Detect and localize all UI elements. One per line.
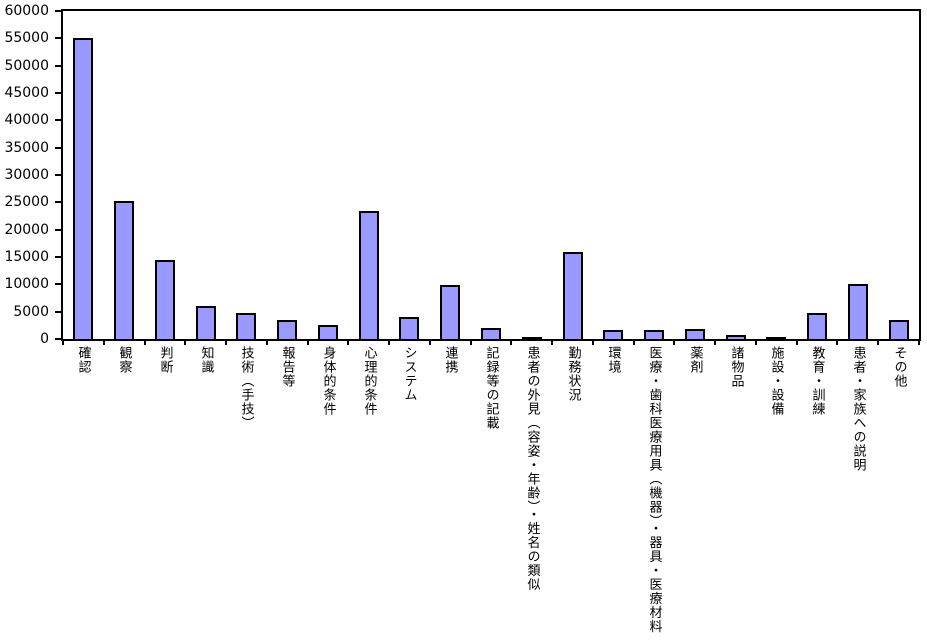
bar — [563, 252, 583, 339]
bar — [236, 313, 256, 339]
x-tick-mark — [225, 341, 227, 345]
x-category-label: 連携 — [442, 346, 458, 374]
y-tick-mark — [55, 37, 61, 39]
bar — [807, 313, 827, 339]
bar — [644, 330, 664, 339]
x-category-label: 環境 — [605, 346, 621, 374]
x-category-label: その他 — [891, 346, 907, 388]
x-tick-mark — [510, 341, 512, 345]
bar — [359, 211, 379, 339]
y-tick-label: 55000 — [4, 30, 49, 46]
bar — [685, 329, 705, 339]
y-tick-label: 0 — [40, 331, 49, 347]
x-tick-mark — [103, 341, 105, 345]
x-category-label: 報告等 — [279, 346, 295, 388]
x-tick-mark — [836, 341, 838, 345]
y-tick-mark — [55, 174, 61, 176]
x-category-label: 心理的条件 — [361, 346, 377, 416]
x-category-label: 勤務状況 — [565, 346, 581, 402]
bar — [848, 284, 868, 339]
y-tick-mark — [55, 65, 61, 67]
x-tick-mark — [755, 341, 757, 345]
bar — [522, 337, 542, 339]
x-category-label: システム — [401, 346, 417, 402]
y-tick-label: 10000 — [4, 276, 49, 292]
x-tick-mark — [714, 341, 716, 345]
x-category-label: 記録等の記載 — [483, 346, 499, 430]
bar — [196, 306, 216, 339]
y-tick-label: 5000 — [13, 304, 49, 320]
x-category-label: 教育・訓練 — [809, 346, 825, 416]
x-tick-mark — [592, 341, 594, 345]
plot-area — [61, 9, 921, 341]
x-category-label: 確認 — [75, 346, 91, 374]
y-tick-mark — [55, 283, 61, 285]
bar — [889, 320, 909, 339]
bar — [726, 335, 746, 339]
x-category-label: 患者の外見（容姿・年齢）・姓名の類似 — [524, 346, 540, 592]
x-tick-mark — [796, 341, 798, 345]
y-tick-mark — [55, 338, 61, 340]
x-category-label: 薬剤 — [687, 346, 703, 374]
y-tick-label: 15000 — [4, 249, 49, 265]
y-tick-label: 20000 — [4, 222, 49, 238]
bar — [114, 201, 134, 339]
bar — [277, 320, 297, 339]
y-tick-mark — [55, 92, 61, 94]
x-tick-mark — [184, 341, 186, 345]
x-tick-mark — [877, 341, 879, 345]
bar — [766, 337, 786, 339]
bar — [318, 325, 338, 339]
x-tick-mark — [388, 341, 390, 345]
x-category-label: 患者・家族への説明 — [850, 346, 866, 472]
y-tick-label: 40000 — [4, 112, 49, 128]
y-tick-label: 35000 — [4, 140, 49, 156]
x-tick-mark — [470, 341, 472, 345]
x-category-label: 医療・歯科医療用具（機器）・器具・医療材料 — [646, 346, 662, 634]
y-tick-mark — [55, 119, 61, 121]
y-tick-mark — [55, 201, 61, 203]
x-category-label: 諸物品 — [728, 346, 744, 388]
x-category-label: 身体的条件 — [320, 346, 336, 416]
bar — [73, 38, 93, 339]
bar — [399, 317, 419, 339]
bar — [155, 260, 175, 339]
y-tick-mark — [55, 311, 61, 313]
y-tick-mark — [55, 10, 61, 12]
x-category-label: 施設・設備 — [768, 346, 784, 416]
y-tick-label: 60000 — [4, 3, 49, 19]
x-tick-mark — [62, 341, 64, 345]
bar — [481, 328, 501, 339]
x-category-label: 知識 — [198, 346, 214, 374]
y-tick-label: 45000 — [4, 85, 49, 101]
y-tick-mark — [55, 229, 61, 231]
y-tick-mark — [55, 256, 61, 258]
x-tick-mark — [551, 341, 553, 345]
x-tick-mark — [307, 341, 309, 345]
x-tick-mark — [429, 341, 431, 345]
x-category-label: 技術（手技） — [238, 346, 254, 430]
x-tick-mark — [347, 341, 349, 345]
x-tick-mark — [144, 341, 146, 345]
x-tick-mark — [673, 341, 675, 345]
x-tick-mark — [266, 341, 268, 345]
y-tick-label: 25000 — [4, 194, 49, 210]
bar — [603, 330, 623, 339]
bar — [440, 285, 460, 339]
y-tick-label: 50000 — [4, 58, 49, 74]
x-tick-mark — [918, 341, 920, 345]
y-tick-label: 30000 — [4, 167, 49, 183]
y-tick-mark — [55, 147, 61, 149]
x-tick-mark — [633, 341, 635, 345]
x-category-label: 観察 — [116, 346, 132, 374]
x-category-label: 判断 — [157, 346, 173, 374]
